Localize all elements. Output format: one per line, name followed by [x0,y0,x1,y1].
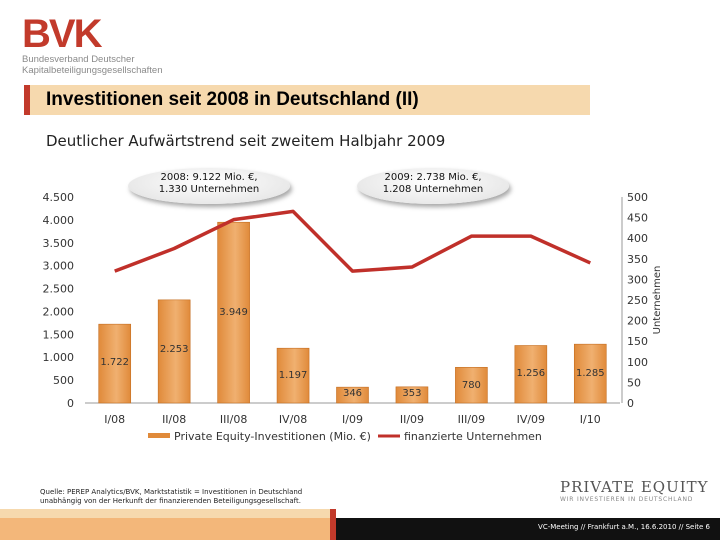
y-right-tick-label: 450 [627,212,648,225]
y-right-axis-label: Unternehmen [652,266,663,335]
callout-2009: 2009: 2.738 Mio. €, 1.208 Unternehmen [357,168,509,204]
bar-data-label: 1.197 [279,370,308,381]
y-right-tick-label: 0 [627,397,634,410]
y-left-tick-label: 4.000 [43,214,75,227]
x-tick-label: I/09 [342,413,363,426]
bvk-logo-line2: Kapitalbeteiligungsgesellschaften [22,65,163,76]
y-left-tick-label: 4.500 [43,191,75,204]
private-equity-logo-text: PRIVATE EQUITY [560,478,709,496]
footer-strip [0,509,330,519]
y-right-tick-label: 500 [627,191,648,204]
bar-data-label: 1.285 [576,368,605,379]
legend-label-bar: Private Equity-Investitionen (Mio. €) [174,430,371,443]
bar [395,386,429,404]
x-tick-label: IV/09 [517,413,545,426]
bar [217,221,250,404]
bar-data-label: 353 [402,388,421,399]
title-bar: Investitionen seit 2008 in Deutschland (… [24,85,590,115]
bar-data-label: 346 [343,388,362,399]
bar-data-label: 1.256 [517,368,546,379]
bar [573,343,607,404]
private-equity-logo: PRIVATE EQUITY WIR INVESTIEREN IN DEUTSC… [560,478,710,514]
x-tick-label: I/10 [580,413,601,426]
bar-data-label: 2.253 [160,344,189,355]
y-right-tick-label: 350 [627,253,648,266]
bvk-logo-line1: Bundesverband Deutscher [22,54,135,65]
y-left-tick-label: 3.500 [43,237,75,250]
y-right-tick-label: 300 [627,273,648,286]
legend-swatch-bar [148,433,170,438]
bar-data-label: 3.949 [219,307,248,318]
bvk-logo: BVK Bundesverband Deutscher Kapitalbetei… [22,14,163,76]
y-left-tick-label: 0 [67,397,74,410]
slide-subtitle: Deutlicher Aufwärtstrend seit zweitem Ha… [46,132,446,150]
callout-2008-line2: 1.330 Unternehmen [158,184,260,195]
x-tick-label: IV/08 [279,413,307,426]
private-equity-logo-sub: WIR INVESTIEREN IN DEUTSCHLAND [560,496,694,503]
source-note: Quelle: PEREP Analytics/BVK, Marktstatis… [40,488,302,506]
callout-2008-line1: 2008: 9.122 Mio. €, [160,172,258,183]
y-right-tick-label: 150 [627,335,648,348]
y-left-tick-label: 3.000 [43,260,75,273]
y-left-tick-label: 2.500 [43,283,75,296]
footer-accent [330,509,336,540]
x-tick-label: I/08 [104,413,125,426]
bar-data-label: 1.722 [100,357,129,368]
footer-light-band [0,518,330,540]
x-tick-label: II/08 [162,413,186,426]
bar [276,347,310,404]
x-tick-label: II/09 [400,413,424,426]
source-line1: Quelle: PEREP Analytics/BVK, Marktstatis… [40,488,303,496]
callout-2008: 2008: 9.122 Mio. €, 1.330 Unternehmen [128,168,290,204]
y-left-tick-label: 1.000 [43,351,75,364]
x-tick-label: III/08 [220,413,247,426]
bar-data-label: 780 [462,380,481,391]
bar [336,386,369,404]
y-right-tick-label: 200 [627,315,648,328]
y-right-tick-label: 100 [627,356,648,369]
callout-2009-line1: 2009: 2.738 Mio. €, [384,172,482,183]
bar [98,323,132,404]
bar [514,345,548,404]
bar [157,299,191,404]
footer-text: VC-Meeting // Frankfurt a.M., 16.6.2010 … [538,523,710,531]
x-tick-label: III/09 [458,413,485,426]
y-left-tick-label: 500 [53,374,74,387]
footer-dark-band [330,518,720,540]
slide-title: Investitionen seit 2008 in Deutschland (… [46,89,419,110]
source-line2: unabhängig von der Herkunft der finanzie… [40,497,301,505]
callout-2009-line2: 1.208 Unternehmen [382,184,484,195]
y-right-tick-label: 250 [627,294,648,307]
y-right-tick-label: 400 [627,232,648,245]
y-left-tick-label: 1.500 [43,328,75,341]
y-left-tick-label: 2.000 [43,305,75,318]
y-right-tick-label: 50 [627,376,641,389]
bvk-logo-mark: BVK [22,12,102,56]
legend-label-line: finanzierte Unternehmen [404,430,542,443]
bar [455,366,488,404]
line-series-unternehmen [114,209,591,273]
